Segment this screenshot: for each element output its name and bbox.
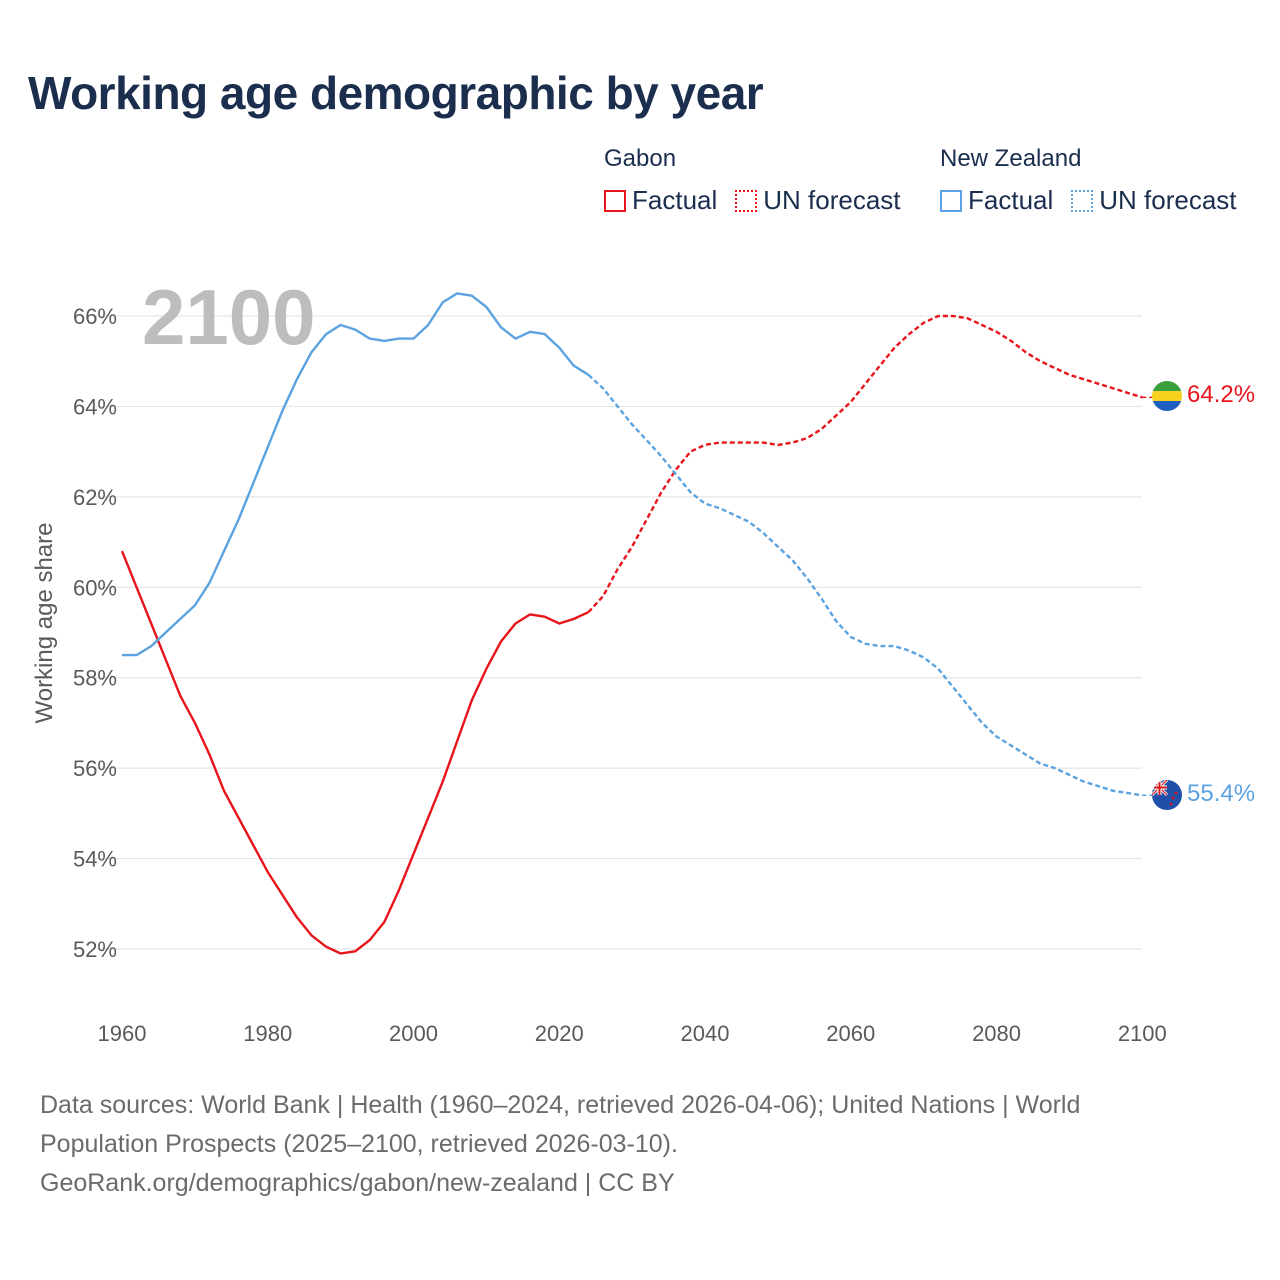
chart-title: Working age demographic by year xyxy=(28,67,764,119)
footer-line-3[interactable]: GeoRank.org/demographics/gabon/new-zeala… xyxy=(40,1169,675,1197)
x-tick-1980: 1980 xyxy=(243,1021,292,1046)
x-tick-2040: 2040 xyxy=(681,1021,730,1046)
y-tick-66: 66% xyxy=(73,304,117,329)
legend-gabon-name: Gabon xyxy=(604,145,677,172)
legend-swatch-gabon-forecast xyxy=(735,189,758,212)
gabon-factual-line xyxy=(120,550,589,955)
footer-line-2: Population Prospects (2025–2100, retriev… xyxy=(40,1130,678,1158)
gridlines xyxy=(95,315,1142,950)
legend-new-zealand: New Zealand Factual UN forecast xyxy=(940,145,1237,216)
series-lines xyxy=(120,292,1152,955)
y-tick-60: 60% xyxy=(73,575,117,600)
x-tick-2080: 2080 xyxy=(972,1021,1021,1046)
x-axis-ticks: 1960 1980 2000 2020 2040 2060 2080 2100 xyxy=(98,1021,1167,1046)
legend-new-zealand-name: New Zealand xyxy=(940,145,1082,172)
year-label: 2100 xyxy=(142,273,316,361)
y-tick-62: 62% xyxy=(73,485,117,510)
line-chart: 52% 54% 56% 58% 60% 62% 64% 66% 1960 1980 2000 202… xyxy=(31,273,1255,1046)
new-zealand-forecast-line xyxy=(587,373,1143,797)
x-tick-2020: 2020 xyxy=(535,1021,584,1046)
legend-new-zealand-forecast-label: UN forecast xyxy=(1099,185,1237,215)
legend-gabon-forecast[interactable]: UN forecast xyxy=(735,185,901,216)
new-zealand-end-label: 55.4% xyxy=(1187,780,1255,807)
legend-gabon-forecast-label: UN forecast xyxy=(763,185,901,215)
legend-swatch-gabon-factual xyxy=(604,189,626,212)
legend-new-zealand-forecast[interactable]: UN forecast xyxy=(1071,185,1237,216)
x-tick-2000: 2000 xyxy=(389,1021,438,1046)
x-tick-2060: 2060 xyxy=(826,1021,875,1046)
legend-new-zealand-factual-label: Factual xyxy=(968,185,1054,215)
legend-swatch-new-zealand-factual xyxy=(940,189,962,212)
gabon-flag-icon xyxy=(1152,381,1182,411)
gabon-end-label: 64.2% xyxy=(1187,381,1255,408)
new-zealand-factual-line xyxy=(122,292,590,657)
x-tick-1960: 1960 xyxy=(98,1021,147,1046)
y-tick-52: 52% xyxy=(73,937,117,962)
legend-swatch-new-zealand-forecast xyxy=(1071,189,1094,212)
legend-gabon: Gabon Factual UN forecast xyxy=(604,145,901,216)
footer-sources: Data sources: World Bank | Health (1960–… xyxy=(40,1086,1240,1203)
legend-gabon-factual[interactable]: Factual xyxy=(604,185,717,216)
y-axis-ticks: 52% 54% 56% 58% 60% 62% 64% 66% xyxy=(73,304,117,962)
legend-gabon-factual-label: Factual xyxy=(632,185,718,215)
footer-line-1: Data sources: World Bank | Health (1960–… xyxy=(40,1091,1081,1119)
y-tick-64: 64% xyxy=(73,394,117,419)
y-tick-54: 54% xyxy=(73,847,117,872)
gabon-forecast-line xyxy=(587,314,1143,614)
y-tick-58: 58% xyxy=(73,666,117,691)
new-zealand-flag-icon xyxy=(1152,780,1182,810)
x-tick-2100: 2100 xyxy=(1118,1021,1167,1046)
legend-new-zealand-factual[interactable]: Factual xyxy=(940,185,1053,216)
y-tick-56: 56% xyxy=(73,756,117,781)
y-axis-label: Working age share xyxy=(31,523,58,724)
